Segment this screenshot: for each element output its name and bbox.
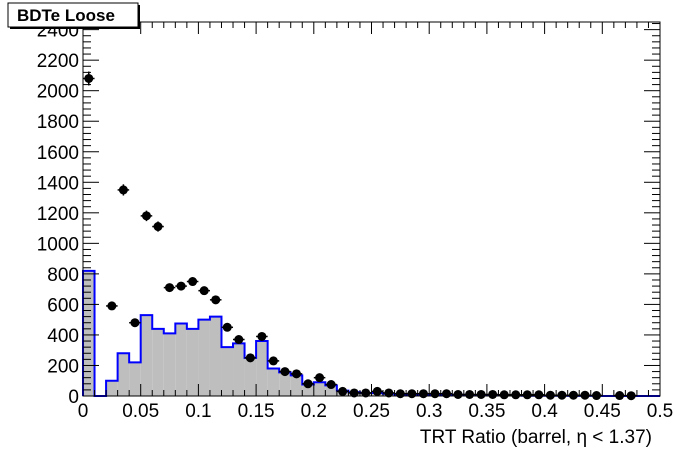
data-point: [188, 277, 198, 287]
x-tick-label: 0.1: [185, 401, 211, 422]
x-tick-label: 0.3: [416, 401, 442, 422]
data-point: [176, 281, 186, 291]
data-point: [407, 389, 417, 399]
data-point: [338, 386, 348, 396]
histogram-bar: [152, 328, 164, 396]
y-tick-label: 2200: [37, 51, 79, 72]
y-tick-label: 600: [47, 295, 79, 316]
data-point: [442, 389, 452, 399]
y-tick-label: 1200: [37, 204, 79, 225]
data-point: [234, 335, 244, 345]
x-tick-label: 0.5: [647, 401, 673, 422]
y-tick-label: 200: [47, 356, 79, 377]
histogram-bar: [244, 357, 257, 396]
plot-title: BDTe Loose: [17, 6, 115, 25]
data-point: [545, 390, 555, 400]
y-tick-label: 1800: [37, 112, 79, 133]
data-point: [488, 389, 498, 399]
histogram-bar: [140, 315, 153, 396]
data-point: [291, 369, 301, 379]
data-point: [280, 367, 290, 377]
histogram-bar: [209, 316, 222, 396]
data-point: [107, 301, 117, 311]
data-point: [245, 353, 255, 363]
data-point: [349, 388, 359, 398]
y-tick-label: 1600: [37, 143, 79, 164]
data-point: [165, 283, 175, 293]
y-tick-label: 2000: [37, 82, 79, 103]
histogram-bar: [313, 382, 326, 396]
x-axis-title: TRT Ratio (barrel, η < 1.37): [420, 427, 652, 448]
x-tick-label: 0.45: [584, 401, 621, 422]
data-point: [395, 389, 405, 399]
x-tick-label: 0.25: [353, 401, 390, 422]
histogram-bar: [163, 333, 176, 396]
data-point: [476, 389, 486, 399]
data-point: [118, 185, 128, 195]
mc-histogram: [82, 269, 660, 397]
histogram-bar: [117, 353, 130, 396]
data-point: [568, 390, 578, 400]
data-point: [384, 388, 394, 398]
data-point: [465, 389, 475, 399]
histogram-bar: [198, 319, 210, 396]
x-tick-label: 0.35: [468, 401, 505, 422]
data-point: [315, 373, 325, 383]
histogram-bar: [221, 347, 234, 396]
x-tick-label: 0.05: [122, 401, 159, 422]
data-point: [141, 211, 151, 221]
y-tick-label: 1400: [37, 173, 79, 194]
data-point: [499, 390, 509, 400]
plot-title-box: BDTe Loose: [7, 2, 140, 29]
histogram-bar: [302, 384, 314, 396]
data-point: [199, 286, 209, 296]
axes: 0 200 400 600 800 1000 1200 1400 1600 1800 2000 220…: [37, 21, 673, 422]
x-tick-label: 0.15: [238, 401, 275, 422]
histogram-bar: [290, 375, 303, 396]
histogram-bar: [256, 341, 268, 396]
y-tick-label: 400: [47, 326, 79, 347]
data-point: [453, 389, 463, 399]
data-point: [418, 389, 428, 399]
data-point: [303, 379, 313, 389]
data-point: [557, 390, 567, 400]
y-tick-label: 800: [47, 265, 79, 286]
x-tick-label: 0.2: [301, 401, 327, 422]
histogram-bar: [325, 385, 337, 396]
histogram-bar: [267, 368, 280, 396]
histogram-bar: [83, 270, 95, 396]
data-point: [372, 386, 382, 396]
histogram-bar: [279, 372, 291, 396]
x-tick-label: 0.4: [531, 401, 558, 422]
data-point: [211, 295, 221, 305]
y-tick-label: 1000: [37, 234, 79, 255]
data-point: [153, 222, 163, 232]
data-point: [534, 390, 544, 400]
data-point: [130, 318, 140, 328]
data-point: [326, 380, 336, 390]
data-point: [522, 390, 532, 400]
histogram-bar: [175, 323, 187, 396]
data-point: [580, 390, 590, 400]
data-point: [257, 331, 267, 341]
data-point: [430, 389, 440, 399]
data-point: [511, 390, 521, 400]
data-point: [361, 388, 371, 398]
histogram-bar: [233, 343, 245, 396]
histogram-bar: [186, 328, 199, 396]
y-tick-label: 0: [68, 387, 79, 408]
histogram-bar: [129, 362, 141, 396]
histogram-bar: [106, 380, 118, 396]
x-tick-label: 0: [78, 401, 89, 422]
data-point: [268, 356, 278, 366]
data-point: [222, 322, 232, 332]
